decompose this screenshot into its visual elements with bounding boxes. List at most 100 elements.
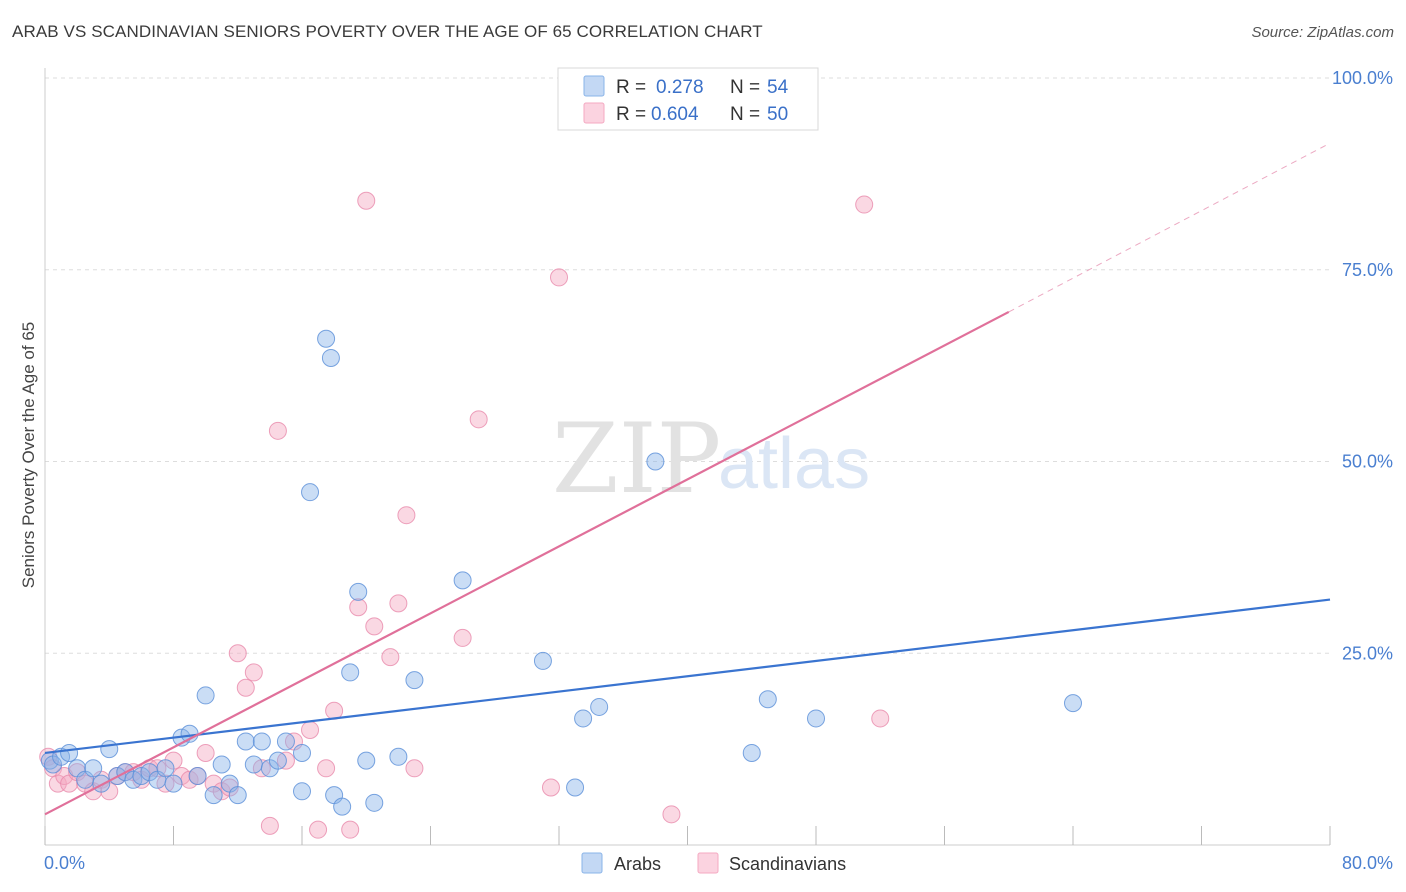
arabs-point <box>188 766 207 785</box>
arabs-legend-label: Arabs <box>614 854 661 874</box>
arabs-point <box>293 743 311 762</box>
arabs-legend-swatch <box>583 75 605 97</box>
arabs-point <box>164 774 183 793</box>
scandinavians-point <box>397 506 416 525</box>
trend-lines <box>44 142 1331 816</box>
axes <box>44 68 1331 846</box>
arabs-r-label: R = <box>616 77 646 98</box>
scandinavians-point <box>381 648 400 667</box>
arabs-point <box>317 329 336 348</box>
y-tick-label: 75.0% <box>1342 260 1393 280</box>
scandinavians-legend-label: Scandinavians <box>729 854 846 874</box>
scandinavians-point <box>301 720 320 739</box>
arabs-point <box>758 690 777 709</box>
watermark-zip: ZIP <box>552 403 721 515</box>
scandinavians-trend-line <box>44 310 1010 816</box>
scandinavians-point <box>389 594 408 613</box>
arabs-point <box>60 743 79 762</box>
scandinavians-point <box>341 820 360 839</box>
arabs-point <box>405 671 424 690</box>
scandinavians-point <box>871 709 890 728</box>
scandinavians-point <box>317 759 336 778</box>
scandinavians-legend-swatch <box>583 102 605 124</box>
arabs-trend-line <box>44 598 1331 755</box>
scandinavians-trend-extension <box>1008 142 1331 313</box>
series-legend: Arabs Scandinavians <box>581 852 846 874</box>
scandinavians-point <box>365 617 384 636</box>
arabs-point <box>365 793 384 812</box>
scandinavians-bottom-swatch <box>697 852 719 874</box>
chart-title: ARAB VS SCANDINAVIAN SENIORS POVERTY OVE… <box>12 22 763 41</box>
arabs-point <box>301 483 320 502</box>
arabs-point <box>453 571 472 590</box>
scandinavians-point <box>196 743 215 762</box>
scandinavians-point <box>268 421 287 440</box>
scandinavians-point <box>260 816 279 835</box>
scandinavians-point <box>550 268 568 287</box>
arabs-point <box>276 732 295 751</box>
scandinavians-point <box>309 820 328 839</box>
scandinavians-point <box>453 628 472 647</box>
arabs-point <box>244 755 263 774</box>
scandinavians-point <box>349 598 368 617</box>
arabs-point <box>333 797 352 816</box>
arabs-point <box>321 348 340 367</box>
arabs-bottom-swatch <box>581 852 603 874</box>
tick-labels: 25.0% 50.0% 75.0% 100.0% 0.0% 80.0% <box>44 68 1393 873</box>
arabs-r-value: 0.278 <box>656 77 704 98</box>
arabs-point <box>212 755 231 774</box>
scandinavians-n-label: N = <box>730 104 760 125</box>
source-label: Source: ZipAtlas.com <box>1251 24 1394 41</box>
arabs-point <box>84 759 103 778</box>
arabs-point <box>196 686 215 705</box>
watermark: ZIP atlas <box>552 403 870 515</box>
y-tick-label: 100.0% <box>1332 68 1393 88</box>
arabs-point <box>341 663 360 682</box>
arabs-point <box>646 452 665 471</box>
arabs-point <box>389 747 408 766</box>
arabs-point <box>228 786 247 805</box>
arabs-point <box>349 582 368 601</box>
arabs-point <box>236 732 255 751</box>
watermark-atlas: atlas <box>718 424 870 504</box>
arabs-n-label: N = <box>730 77 760 98</box>
scandinavians-point <box>469 410 488 429</box>
scandinavians-point <box>541 778 560 797</box>
arabs-point <box>566 778 585 797</box>
scandinavians-point <box>405 759 424 778</box>
scandinavians-point <box>357 191 376 210</box>
arabs-points <box>40 329 1082 816</box>
arabs-point <box>807 709 825 728</box>
scandinavians-n-value: 50 <box>767 104 788 125</box>
y-tick-label: 50.0% <box>1342 452 1393 472</box>
scandinavians-r-value: 0.604 <box>651 104 699 125</box>
arabs-point <box>293 782 311 801</box>
arabs-point <box>204 786 223 805</box>
arabs-point <box>252 732 271 751</box>
arabs-point <box>742 743 761 762</box>
arabs-point <box>533 651 552 670</box>
scandinavians-point <box>662 805 681 824</box>
arabs-point <box>1064 694 1082 713</box>
arabs-point <box>100 740 119 759</box>
arabs-n-value: 54 <box>767 77 789 98</box>
scandinavians-point <box>228 644 247 663</box>
stats-legend: R = 0.278 N = 54 R = 0.604 N = 50 <box>557 67 819 131</box>
scandinavians-point <box>244 663 263 682</box>
arabs-point <box>357 751 376 770</box>
arabs-point <box>574 709 593 728</box>
arabs-point <box>156 759 175 778</box>
y-tick-label: 25.0% <box>1342 643 1393 663</box>
y-axis-title: Seniors Poverty Over the Age of 65 <box>19 322 38 588</box>
arabs-point <box>92 774 111 793</box>
x-tick-label: 0.0% <box>44 853 85 873</box>
arabs-point <box>590 697 609 716</box>
x-tick-label: 80.0% <box>1342 853 1393 873</box>
scandinavians-point <box>855 195 874 214</box>
arabs-point <box>268 751 287 770</box>
scandinavians-points <box>39 72 890 839</box>
scandinavians-point <box>236 678 255 697</box>
grid-lines <box>45 77 1330 654</box>
scandinavians-r-label: R = <box>616 104 646 125</box>
